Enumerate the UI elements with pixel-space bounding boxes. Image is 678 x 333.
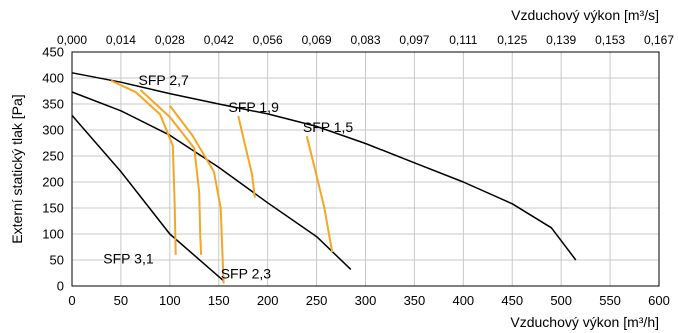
y-tick-label: 400 [42, 71, 64, 86]
x-tick-label: 550 [599, 293, 621, 308]
y-tick-label: 450 [42, 45, 64, 60]
x-tick-label: 350 [404, 293, 426, 308]
fan-curve-line [71, 72, 577, 261]
x-tick-label: 50 [114, 293, 128, 308]
x-tick-label: 450 [501, 293, 523, 308]
y-tick-label: 350 [42, 97, 64, 112]
sfp-line [139, 89, 203, 255]
top-tick-label: 0,000 [57, 33, 87, 47]
fan-curve-line [71, 91, 352, 270]
x-tick-label: 500 [550, 293, 572, 308]
sfp-label: SFP 2,3 [221, 266, 272, 282]
y-tick-label: 200 [42, 175, 64, 190]
x-axis-title: Vzduchový výkon [m³/h] [510, 314, 659, 330]
sfp-line [305, 135, 334, 253]
sfp-line [110, 79, 177, 255]
y-axis-title: Externí statický tlak [Pa] [9, 94, 25, 243]
y-tick-label: 50 [50, 253, 64, 268]
x-tick-label: 400 [452, 293, 474, 308]
x-tick-label: 0 [68, 293, 75, 308]
top-tick-label: 0,042 [204, 33, 234, 47]
top-axis-title: Vzduchový výkon [m³/s] [511, 7, 659, 23]
top-tick-label: 0,139 [546, 33, 576, 47]
y-tick-label: 0 [57, 279, 64, 294]
y-tick-label: 300 [42, 123, 64, 138]
sfp-lines [110, 79, 334, 284]
y-tick-label: 250 [42, 149, 64, 164]
y-tick-label: 150 [42, 201, 64, 216]
x-tick-label: 600 [648, 293, 670, 308]
annotations: SFP 2,7 SFP 1,9 SFP 1,5 SFP 3,1 SFP 2,3 [103, 72, 353, 282]
top-tick-label: 0,083 [350, 33, 380, 47]
y-tick-label: 100 [42, 227, 64, 242]
fan-curves [71, 72, 577, 282]
tick-labels: 0 0,000 50 0,014 100 0,028 150 0,042 200 0,056 250… [42, 33, 674, 308]
sfp-label: SFP 3,1 [103, 251, 154, 267]
top-tick-label: 0,111 [449, 33, 478, 47]
x-tick-label: 150 [208, 293, 230, 308]
top-tick-label: 0,014 [106, 33, 136, 47]
plot-frame [71, 51, 660, 287]
sfp-label: SFP 2,7 [139, 72, 190, 88]
top-tick-label: 0,097 [399, 33, 429, 47]
x-tick-label: 300 [355, 293, 377, 308]
sfp-line [169, 104, 225, 284]
x-tick-label: 100 [159, 293, 181, 308]
fan-curve-line [71, 114, 225, 282]
top-tick-label: 0,069 [302, 33, 332, 47]
sfp-label: SFP 1,5 [303, 119, 354, 135]
top-tick-label: 0,153 [595, 33, 625, 47]
sfp-line [237, 115, 256, 198]
top-tick-label: 0,056 [253, 33, 283, 47]
sfp-label: SFP 1,9 [229, 99, 280, 115]
top-tick-label: 0,028 [155, 33, 185, 47]
x-tick-label: 250 [306, 293, 328, 308]
x-tick-label: 200 [257, 293, 279, 308]
top-tick-label: 0,125 [497, 33, 527, 47]
top-tick-label: 0,167 [644, 33, 674, 47]
